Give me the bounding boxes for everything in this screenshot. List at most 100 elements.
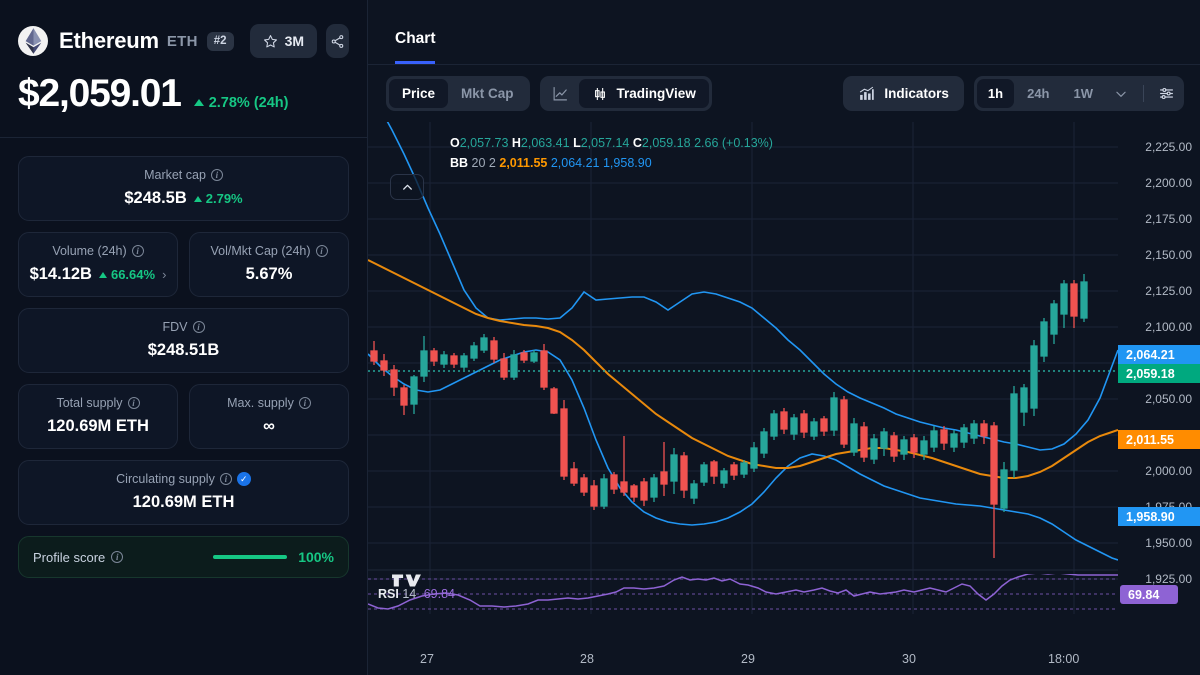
tradingview-logo-icon[interactable] xyxy=(390,572,423,594)
current-price: $2,059.01 xyxy=(18,72,182,115)
price-change-value: 2.78% (24h) xyxy=(208,94,289,111)
market-cap-label: Market cap xyxy=(144,168,206,182)
vol-mkt-cap-value: 5.67% xyxy=(245,265,293,283)
toggle-price[interactable]: Price xyxy=(389,79,449,108)
chart-canvas[interactable]: O2,057.73 H2,063.41 L2,057.14 C2,059.18 … xyxy=(368,122,1200,675)
market-cap-label-row: Market cap i xyxy=(29,168,338,182)
market-cap-value: $248.5B xyxy=(124,189,187,207)
timeframe-selector: 1h 24h 1W xyxy=(973,76,1184,111)
vol-mkt-cap-label: Vol/Mkt Cap (24h) xyxy=(210,244,311,258)
chart-toolbar: Price Mkt Cap Trad xyxy=(368,65,1200,122)
info-icon[interactable]: i xyxy=(131,245,144,257)
info-icon[interactable]: i xyxy=(298,397,311,409)
info-icon[interactable]: i xyxy=(111,551,124,563)
chevron-right-icon[interactable]: › xyxy=(162,267,167,282)
y-tick-2150: 2,150.00 xyxy=(1145,248,1192,262)
y-tick-2225: 2,225.00 xyxy=(1145,140,1192,154)
chevron-up-icon xyxy=(402,184,412,190)
volume-change-value: 66.64% xyxy=(110,267,156,282)
volume-24h-change: 66.64% xyxy=(98,267,156,282)
bb-lower-line xyxy=(368,349,1118,561)
y-tick-1925: 1,925.00 xyxy=(1145,572,1192,586)
total-supply-label-row: Total supply i xyxy=(29,396,167,410)
rsi-current-value: 69.84 xyxy=(423,587,455,601)
volume-24h-value: $14.12B xyxy=(29,265,92,283)
x-tick-29: 29 xyxy=(741,652,755,666)
rsi-line xyxy=(368,574,1118,610)
x-tick-30: 30 xyxy=(902,652,916,666)
coin-header: Ethereum ETH #2 3M xyxy=(18,0,349,58)
profile-score-card[interactable]: Profile score i 100% xyxy=(18,536,349,578)
watchlist-button[interactable]: 3M xyxy=(249,24,318,58)
rsi-pane xyxy=(368,574,1118,610)
fdv-value: $248.51B xyxy=(147,341,220,359)
market-cap-card[interactable]: Market cap i $248.5B 2.79% xyxy=(18,156,349,221)
last-price-badge: 2,059.18 xyxy=(1118,364,1200,383)
rsi-period: 14 xyxy=(402,587,417,601)
share-button[interactable] xyxy=(326,24,349,58)
total-supply-card[interactable]: Total supply i 120.69M ETH xyxy=(18,384,178,449)
y-tick-2050: 2,050.00 xyxy=(1145,392,1192,406)
rsi-legend: RSI 14 69.84 xyxy=(378,587,455,601)
profile-score-label: Profile score xyxy=(33,549,106,565)
volume-row: Volume (24h) i $14.12B 66.64% › Vol xyxy=(18,232,349,297)
timeframe-1h[interactable]: 1h xyxy=(976,79,1015,108)
grid-vertical xyxy=(429,122,1075,614)
chevron-down-icon[interactable] xyxy=(1106,79,1136,108)
x-tick-1800: 18:00 xyxy=(1048,652,1080,666)
supply-row: Total supply i 120.69M ETH Max. supply i… xyxy=(18,384,349,449)
star-icon xyxy=(263,34,277,47)
market-cap-value-row: $248.5B 2.79% xyxy=(29,189,338,208)
y-tick-2125: 2,125.00 xyxy=(1145,284,1192,298)
bb-middle-line xyxy=(368,259,1118,479)
total-supply-value: 120.69M ETH xyxy=(47,417,149,435)
fdv-card[interactable]: FDV i $248.51B xyxy=(18,308,349,373)
toggle-mkt-cap[interactable]: Mkt Cap xyxy=(461,86,514,101)
max-supply-card[interactable]: Max. supply i ∞ xyxy=(189,384,349,449)
profile-score-value-row: 100% xyxy=(213,549,334,565)
price-block: $2,059.01 2.78% (24h) xyxy=(18,72,349,116)
stats-cards: Market cap i $248.5B 2.79% Volume (24h) … xyxy=(18,156,349,578)
toggle-tradingview[interactable]: TradingView xyxy=(578,79,709,108)
circulating-supply-card[interactable]: Circulating supply i ✓ 120.69M ETH xyxy=(18,460,349,525)
candles xyxy=(370,274,1088,558)
indicators-button[interactable]: Indicators xyxy=(843,76,964,111)
info-icon[interactable]: i xyxy=(210,169,223,181)
timeframe-24h[interactable]: 24h xyxy=(1027,86,1050,101)
fdv-value-row: $248.51B xyxy=(29,341,338,360)
rank-badge: #2 xyxy=(206,31,234,51)
info-icon[interactable]: i xyxy=(219,473,232,485)
circulating-supply-label: Circulating supply xyxy=(116,472,215,486)
market-cap-change: 2.79% xyxy=(193,191,243,206)
rsi-key: RSI xyxy=(378,587,399,601)
vol-mkt-cap-card[interactable]: Vol/Mkt Cap (24h) i 5.67% xyxy=(189,232,349,297)
tab-chart[interactable]: Chart xyxy=(395,30,436,64)
ethereum-logo-icon xyxy=(18,26,48,56)
info-icon[interactable]: i xyxy=(192,321,205,333)
info-icon[interactable]: i xyxy=(127,397,140,409)
profile-score-bar xyxy=(213,555,288,559)
share-icon xyxy=(331,34,344,48)
line-chart-icon[interactable] xyxy=(543,79,579,108)
chart-type-toggle: TradingView xyxy=(539,76,712,111)
collapse-pane-button[interactable] xyxy=(390,174,424,200)
chart-panel: Chart Price Mkt Cap xyxy=(368,0,1200,675)
sliders-icon[interactable] xyxy=(1151,79,1181,108)
circulating-supply-label-row: Circulating supply i ✓ xyxy=(29,472,338,486)
info-icon[interactable]: i xyxy=(315,245,328,257)
timeframe-1w[interactable]: 1W xyxy=(1073,86,1094,101)
triangle-up-icon xyxy=(193,99,204,106)
candlestick-icon xyxy=(594,87,605,100)
volume-24h-card[interactable]: Volume (24h) i $14.12B 66.64% › xyxy=(18,232,178,297)
bb-middle-price-badge: 2,011.55 xyxy=(1118,430,1200,449)
profile-score-value: 100% xyxy=(298,549,334,565)
coin-info-sidebar: Ethereum ETH #2 3M $2,059.01 xyxy=(0,0,368,675)
max-supply-label: Max. supply xyxy=(227,396,294,410)
bb-upper-line xyxy=(386,122,1118,451)
bar-chart-icon xyxy=(860,86,875,100)
volume-label-row: Volume (24h) i xyxy=(29,244,167,258)
rsi-value-badge: 69.84 xyxy=(1120,585,1178,604)
fdv-label-row: FDV i xyxy=(29,320,338,334)
max-supply-value: ∞ xyxy=(263,417,275,435)
